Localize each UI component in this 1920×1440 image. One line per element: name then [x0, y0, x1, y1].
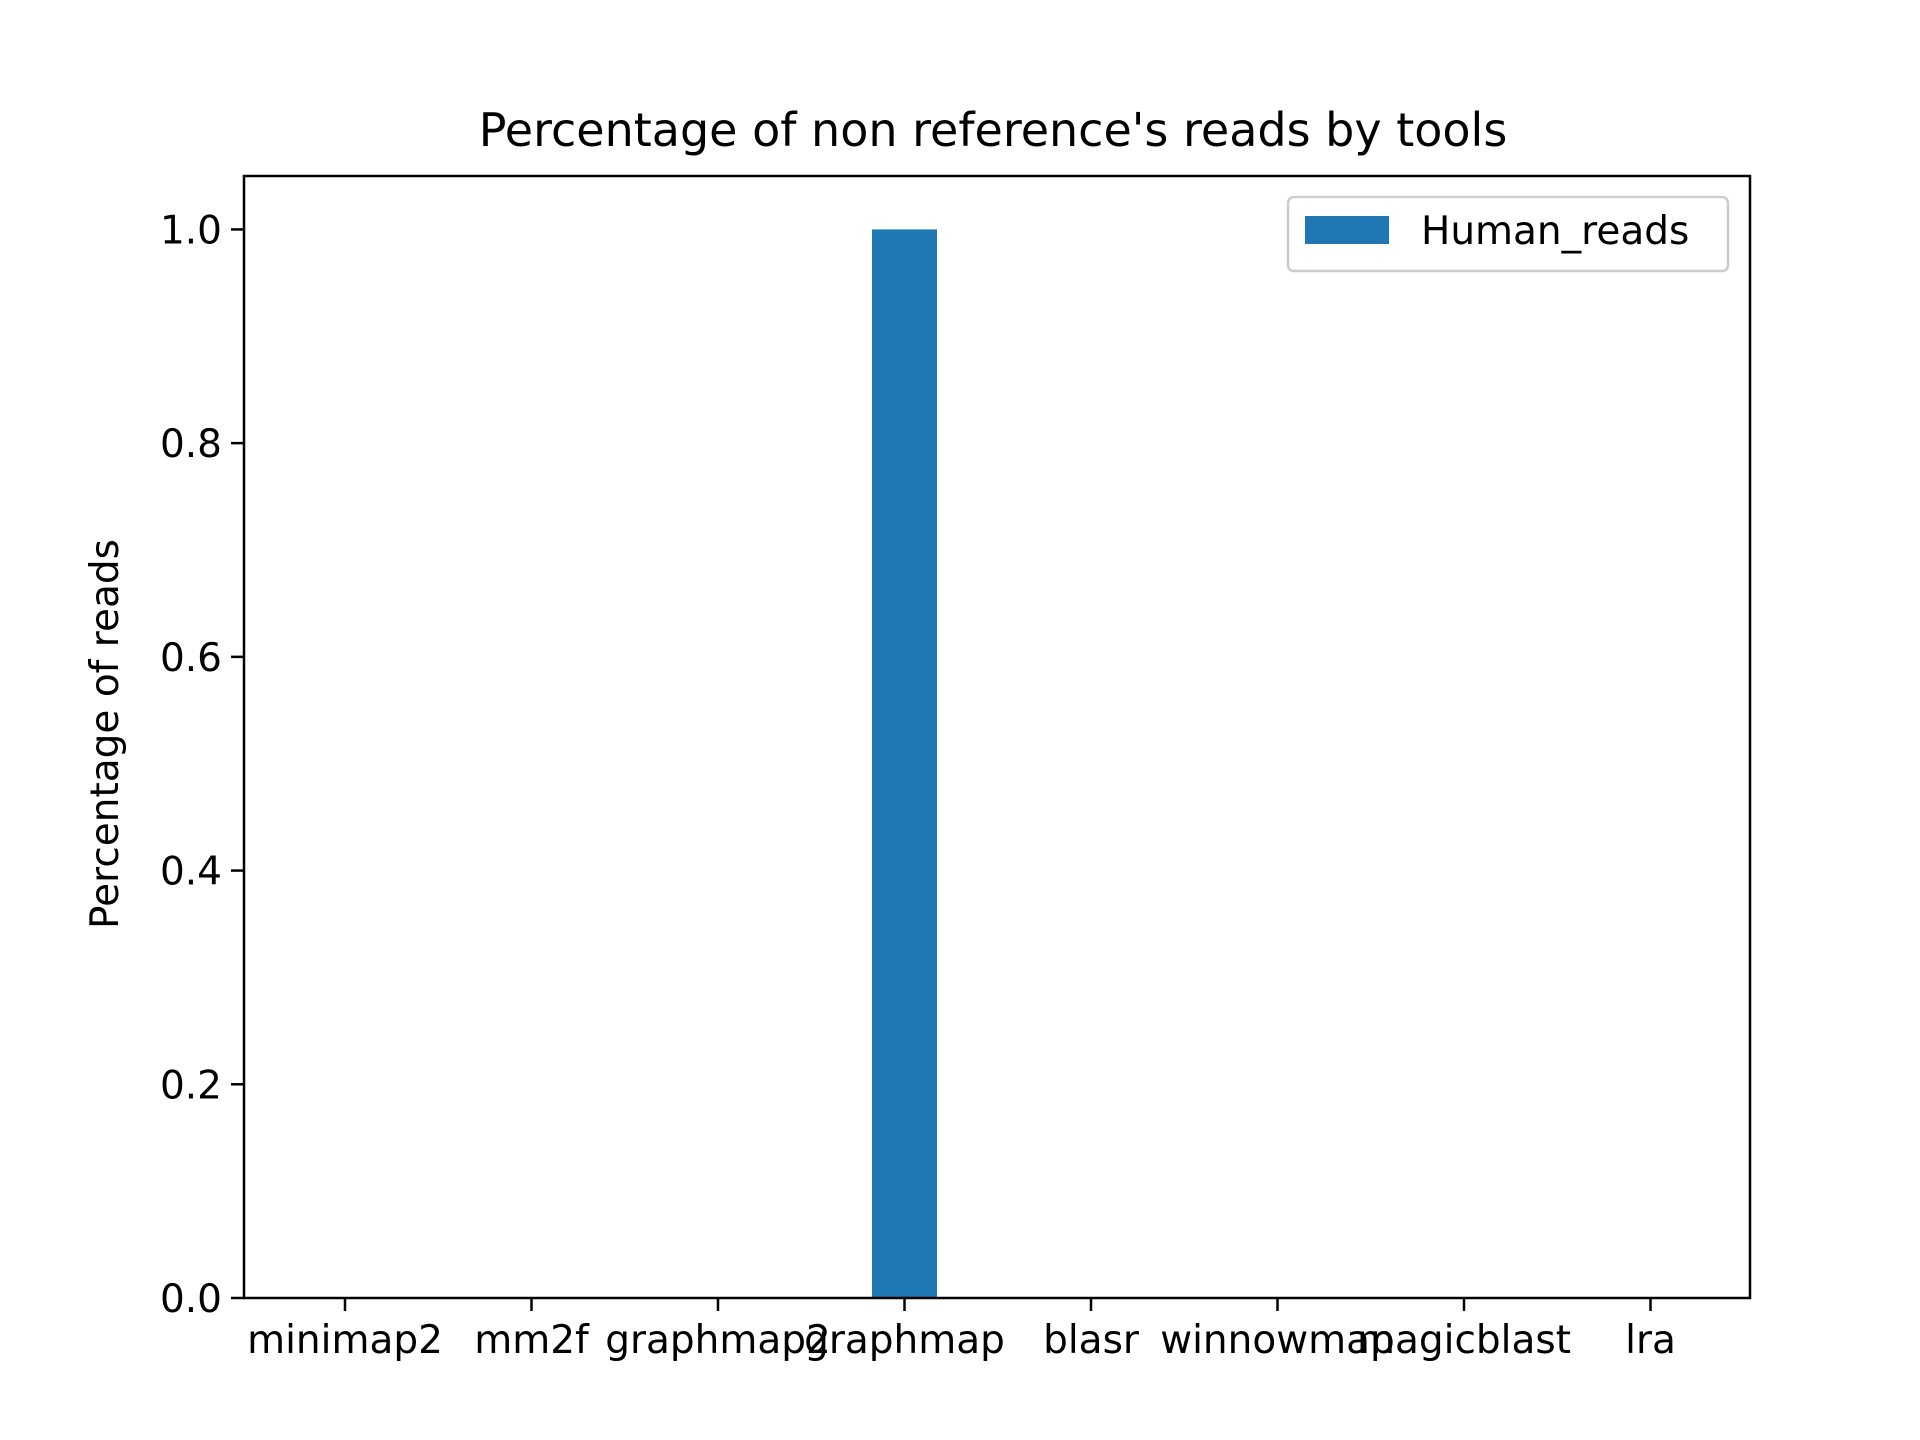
- y-tick-label: 0.8: [160, 422, 222, 467]
- x-tick-label-graphmap2: graphmap2: [605, 1318, 831, 1363]
- x-tick-label-magicblast: magicblast: [1357, 1318, 1571, 1363]
- legend-swatch-human-reads: [1305, 216, 1389, 244]
- x-tick-label-lra: lra: [1625, 1318, 1676, 1363]
- y-axis-label: Percentage of reads: [83, 539, 128, 929]
- x-tick-label-winnowmap: winnowmap: [1160, 1318, 1395, 1363]
- y-tick-label: 0.6: [160, 636, 222, 681]
- x-tick-label-minimap2: minimap2: [247, 1318, 443, 1363]
- y-tick-label: 0.2: [160, 1063, 222, 1108]
- bars-group: [872, 229, 937, 1298]
- plot-frame: [242, 174, 1752, 1300]
- legend-label-human-reads: Human_reads: [1421, 209, 1689, 254]
- x-tick-label-mm2f: mm2f: [474, 1318, 590, 1363]
- legend: Human_reads: [1286, 195, 1730, 273]
- bar-graphmap: [872, 229, 937, 1298]
- x-tick-label-graphmap: graphmap: [804, 1318, 1005, 1363]
- y-tick-label: 0.0: [160, 1277, 222, 1322]
- chart-title: Percentage of non reference's reads by t…: [479, 103, 1508, 157]
- x-tick-label-blasr: blasr: [1043, 1318, 1140, 1363]
- y-tick-label: 0.4: [160, 850, 222, 895]
- legend-box: [1286, 195, 1730, 273]
- y-ticks-group: 0.0 0.2 0.4 0.6 0.8 1.0: [160, 208, 244, 1322]
- y-tick-label: 1.0: [160, 208, 222, 253]
